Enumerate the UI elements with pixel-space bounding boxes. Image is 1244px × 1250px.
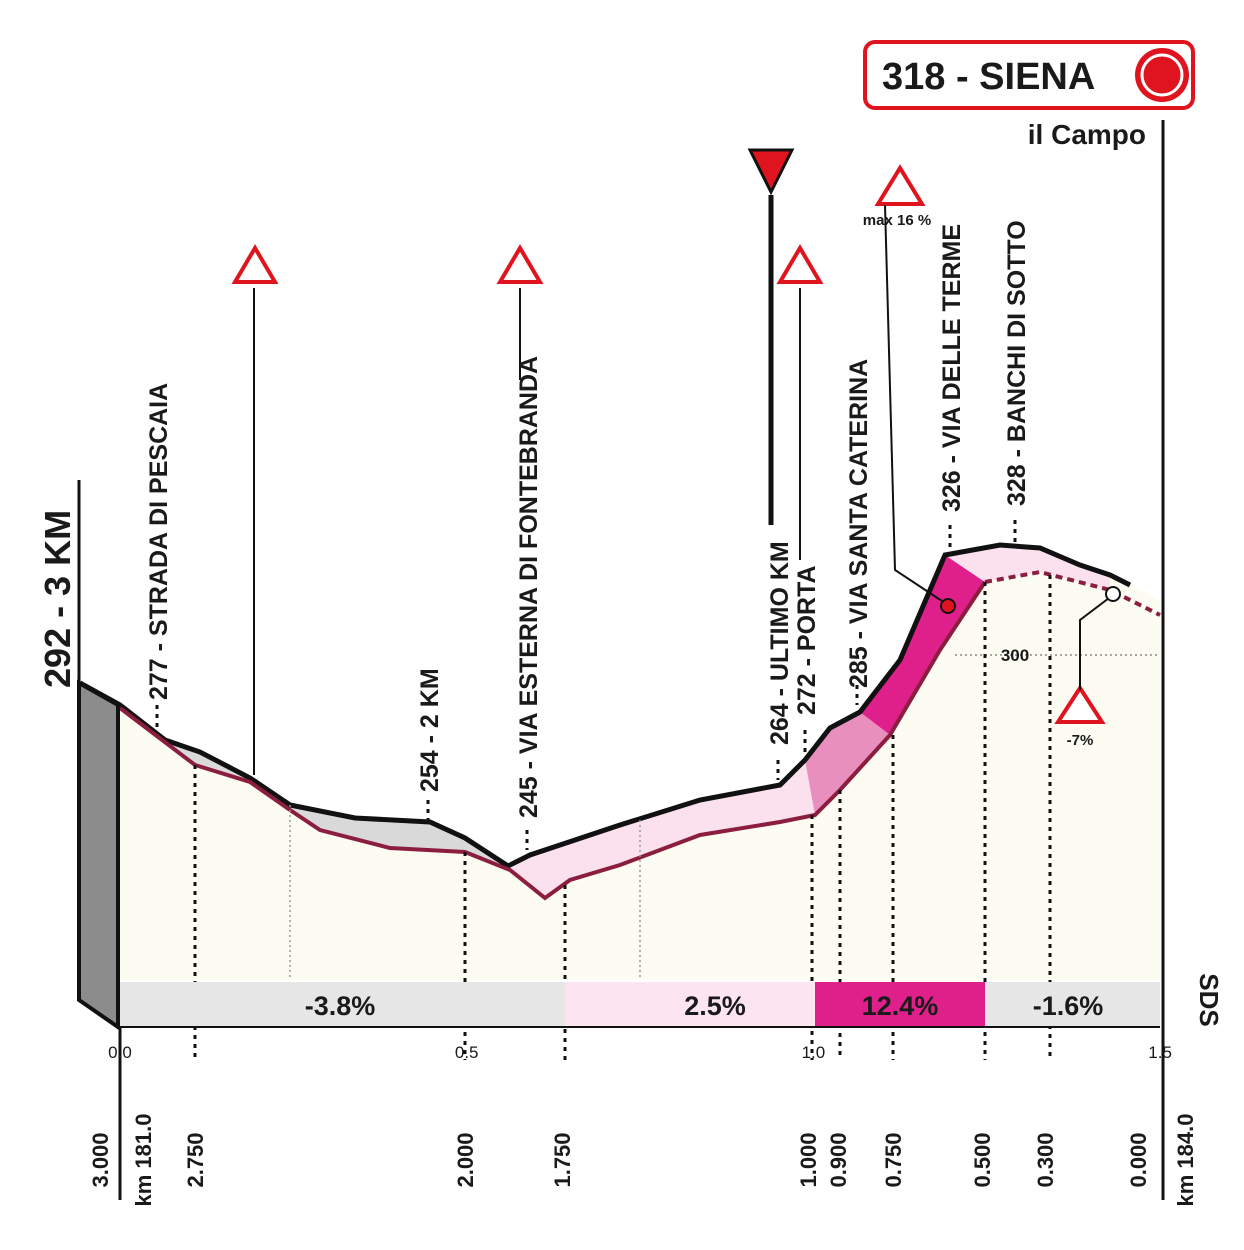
waypoint-label: 272 - PORTA [793, 565, 821, 715]
waypoint-label: 328 - BANCHI DI SOTTO [1003, 220, 1031, 506]
waypoint-label: 254 - 2 KM [416, 668, 444, 792]
gradient-label: -1.6% [1033, 991, 1104, 1021]
remaining-label: 1.750 [550, 1132, 575, 1187]
remaining-label: 0.300 [1033, 1132, 1058, 1187]
finish-label: 318 - SIENA [882, 56, 1095, 98]
remaining-label: 0.750 [881, 1132, 906, 1187]
altitude-label: 300 [1001, 646, 1029, 665]
remaining-label: 0.000 [1126, 1132, 1151, 1187]
gradient-segment [565, 982, 815, 1027]
remaining-label: 2.000 [453, 1132, 478, 1187]
km-tick-label: 0.5 [455, 1043, 479, 1062]
km-tick-label: 1.0 [802, 1043, 826, 1062]
profile-line [78, 542, 1132, 869]
profile-area [120, 545, 1160, 980]
gradient-label: 2.5% [684, 991, 746, 1021]
climb-max: max 16 % [863, 212, 931, 229]
remaining-label: km 184.0 [1173, 1114, 1198, 1207]
start-wall [77, 679, 120, 1031]
pointers [253, 204, 1114, 775]
remaining-label: 0.900 [826, 1132, 851, 1187]
km-flag [747, 148, 795, 196]
road-line [118, 580, 987, 901]
waypoint-label: 326 - VIA DELLE TERME [938, 224, 966, 512]
remaining-label: 0.500 [970, 1132, 995, 1187]
remaining-label: 2.750 [183, 1132, 208, 1187]
km-tick-label: 1.5 [1148, 1043, 1172, 1062]
remaining-label: km 181.0 [131, 1114, 156, 1207]
remaining-label: 3.000 [88, 1132, 113, 1187]
km-tick-label: 0.0 [108, 1043, 132, 1062]
warning-signs [231, 164, 1106, 724]
start-label: 292 - 3 KM [37, 510, 78, 688]
finish-box [863, 40, 1195, 110]
gradient-segment [815, 982, 985, 1027]
road-line [984, 569, 1161, 617]
waypoint-label: 285 - VIA SANTA CATERINA [845, 359, 873, 688]
gradient-label: 12.4% [862, 991, 939, 1021]
gradient-segment [120, 982, 565, 1027]
finish-place: il Campo [1028, 119, 1146, 150]
waypoint-label: 277 - STRADA DI PESCAIA [145, 383, 173, 700]
waypoint-label: 264 - ULTIMO KM [766, 541, 794, 745]
profile-band [805, 712, 890, 815]
logo: SDS [1194, 973, 1224, 1026]
gradient-segment [985, 982, 1160, 1027]
remaining-label: 1.000 [796, 1132, 821, 1187]
climb-end: -7% [1067, 732, 1094, 749]
profile-band [120, 705, 510, 870]
waypoint-label: 245 - VIA ESTERNA DI FONTEBRANDA [515, 356, 543, 818]
gradient-label: -3.8% [305, 991, 376, 1021]
profile-band [860, 555, 985, 735]
